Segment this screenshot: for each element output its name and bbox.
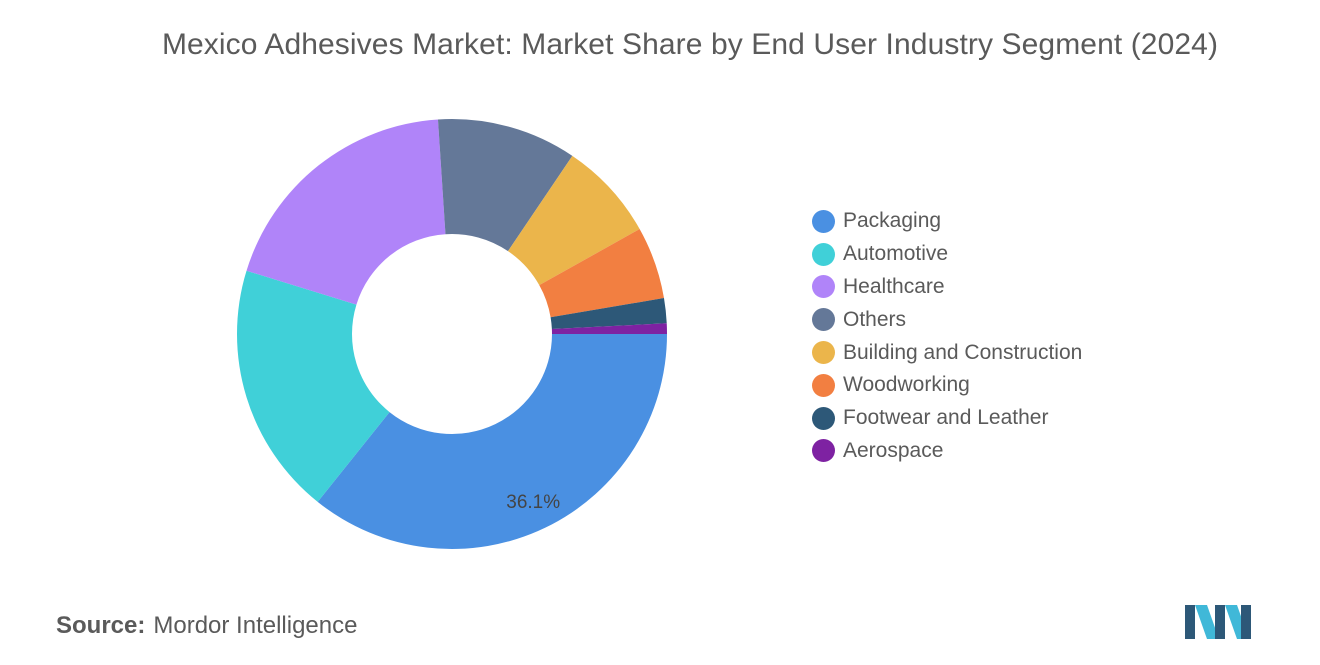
legend-label-footwear-and-leather: Footwear and Leather bbox=[843, 406, 1049, 430]
legend-item-woodworking: Woodworking bbox=[812, 369, 1082, 402]
legend-swatch-woodworking bbox=[812, 373, 835, 397]
legend-label-woodworking: Woodworking bbox=[843, 373, 970, 397]
chart-legend: Packaging Automotive Healthcare Others Build… bbox=[812, 205, 1082, 467]
slice-others bbox=[437, 118, 573, 252]
source-label: Source: bbox=[56, 612, 146, 639]
legend-item-healthcare: Healthcare bbox=[812, 271, 1082, 304]
legend-swatch-healthcare bbox=[812, 275, 835, 299]
donut-data-labels: 36.1% bbox=[506, 492, 560, 513]
data-label-packaging: 36.1% bbox=[506, 492, 560, 513]
slice-footwear-and-leather bbox=[550, 298, 667, 330]
slice-packaging bbox=[317, 334, 667, 550]
legend-label-automotive: Automotive bbox=[843, 242, 949, 266]
mordor-intelligence-logo-icon bbox=[1185, 605, 1251, 639]
legend-swatch-others bbox=[812, 308, 835, 332]
legend-item-footwear-and-leather: Footwear and Leather bbox=[812, 402, 1082, 435]
slice-automotive bbox=[237, 270, 390, 502]
legend-label-building-and-construction: Building and Construction bbox=[843, 340, 1083, 364]
slice-building-and-construction bbox=[507, 155, 640, 286]
slice-aerospace bbox=[551, 323, 667, 334]
legend-item-packaging: Packaging bbox=[812, 205, 1082, 238]
legend-label-packaging: Packaging bbox=[843, 209, 942, 233]
legend-item-automotive: Automotive bbox=[812, 238, 1082, 271]
source-line: Source: Mordor Intelligence bbox=[56, 612, 357, 640]
legend-item-aerospace: Aerospace bbox=[812, 435, 1082, 468]
legend-item-others: Others bbox=[812, 303, 1082, 336]
legend-swatch-building-and-construction bbox=[812, 341, 835, 365]
legend-label-others: Others bbox=[843, 307, 907, 331]
source-value: Mordor Intelligence bbox=[153, 612, 358, 639]
legend-swatch-footwear-and-leather bbox=[812, 406, 835, 430]
legend-swatch-packaging bbox=[812, 209, 835, 233]
legend-label-aerospace: Aerospace bbox=[843, 438, 944, 462]
slice-woodworking bbox=[539, 229, 664, 318]
chart-title: Mexico Adhesives Market: Market Share by… bbox=[161, 28, 1219, 61]
donut-slices bbox=[237, 118, 667, 550]
legend-label-healthcare: Healthcare bbox=[843, 274, 945, 298]
legend-swatch-aerospace bbox=[812, 439, 835, 463]
legend-item-building-and-construction: Building and Construction bbox=[812, 336, 1082, 369]
legend-swatch-automotive bbox=[812, 242, 835, 266]
slice-healthcare bbox=[246, 119, 446, 305]
